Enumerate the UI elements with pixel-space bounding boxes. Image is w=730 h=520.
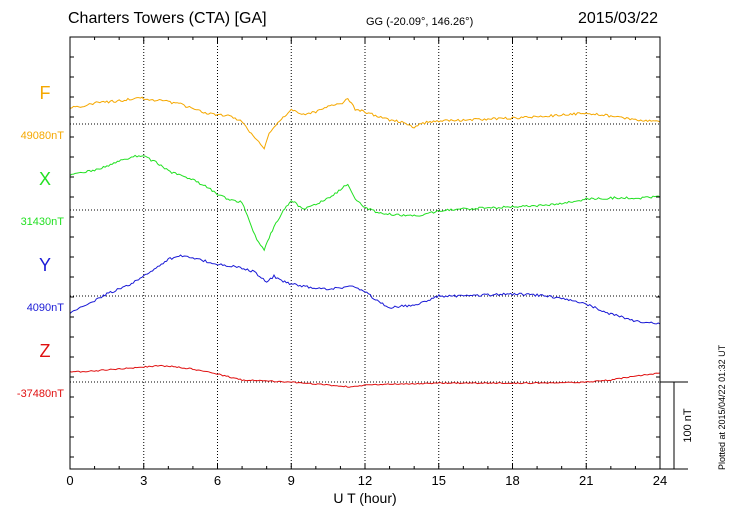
station-title: Charters Towers (CTA) [GA]	[68, 10, 267, 27]
series-baseline-value-y: 4090nT	[27, 302, 65, 314]
x-axis-title: U T (hour)	[333, 490, 396, 506]
x-tick-label: 3	[140, 473, 147, 488]
grid-layer	[143, 37, 587, 469]
series-layer	[69, 96, 661, 388]
series-baseline-value-x: 31430nT	[21, 216, 65, 228]
scale-bar-label: 100 nT	[682, 408, 694, 443]
series-baseline-value-f: 49080nT	[21, 130, 65, 142]
x-tick-label: 15	[432, 473, 446, 488]
x-tick-label: 21	[579, 473, 593, 488]
station-coordinates: GG (-20.09°, 146.26°)	[366, 16, 474, 28]
series-line-x	[69, 154, 661, 252]
tick-layer	[69, 37, 661, 469]
label-layer: 0 3 6 9 12 15 18 21 24 U T (hour) F 49080nT X 31430nT…	[17, 83, 667, 506]
series-line-f	[69, 96, 661, 150]
series-label-y: Y	[39, 255, 51, 275]
series-label-z: Z	[40, 341, 51, 361]
series-baseline-value-z: -37480nT	[17, 388, 64, 400]
x-tick-label: 18	[505, 473, 519, 488]
x-tick-label: 9	[288, 473, 295, 488]
series-line-z	[69, 364, 661, 388]
x-tick-label: 24	[653, 473, 667, 488]
series-label-f: F	[40, 83, 51, 103]
series-line-y	[69, 254, 661, 325]
plot-date: 2015/03/22	[578, 10, 659, 27]
x-tick-label: 12	[358, 473, 372, 488]
x-tick-label: 0	[66, 473, 73, 488]
scale-layer: 100 nT	[660, 381, 694, 470]
x-tick-label: 6	[214, 473, 221, 488]
baseline-layer	[70, 123, 660, 383]
series-label-x: X	[39, 169, 51, 189]
